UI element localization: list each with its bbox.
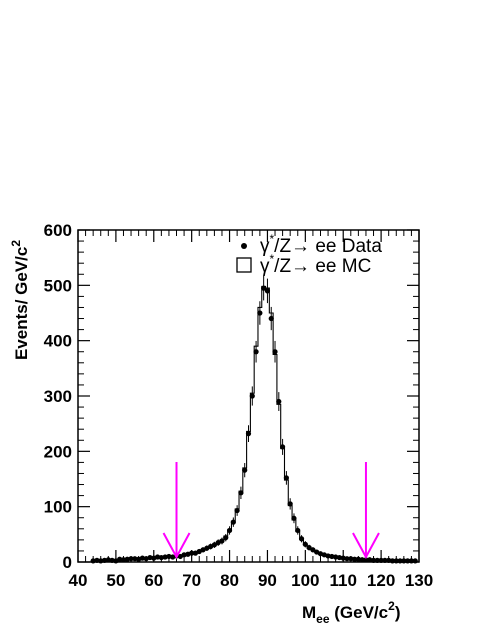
x-axis-title: Mee (GeV/c2)	[302, 599, 400, 626]
y-tick-label: 300	[44, 387, 72, 406]
x-tick-label: 60	[144, 571, 163, 590]
data-point	[249, 393, 255, 399]
data-point	[351, 556, 358, 562]
data-point	[264, 288, 271, 294]
data-point	[298, 536, 305, 542]
legend-mc-marker	[236, 257, 252, 273]
data-point	[306, 545, 312, 551]
x-axis-title-m: M	[302, 603, 316, 622]
y-tick-label: 500	[44, 276, 72, 295]
data-point	[219, 538, 225, 544]
data-point	[287, 501, 293, 507]
data-point	[378, 557, 384, 563]
data-point	[272, 349, 278, 355]
data-point	[412, 558, 418, 564]
data-point	[257, 310, 263, 316]
data-point	[261, 285, 267, 291]
data-point	[302, 541, 308, 547]
axis-ticks: 40 50 60 70 80 90 100 110 120 130 0 100 200 300 400 500…	[44, 221, 434, 590]
legend-mc-label: γ*/Z→ ee MC	[260, 252, 371, 277]
data-point	[405, 558, 411, 564]
x-tick-label: 130	[405, 571, 433, 590]
legend: γ*/Z→ ee Data γ*/Z→ ee MC	[236, 232, 382, 277]
data-point	[389, 558, 396, 564]
y-tick-label: 200	[44, 442, 72, 461]
plot-frame	[77, 229, 420, 563]
data-point	[374, 557, 380, 563]
mc-histogram	[90, 285, 418, 562]
data-point	[226, 527, 233, 534]
y-axis-title-sup: 2	[9, 240, 23, 247]
data-point	[295, 527, 301, 534]
data-point	[234, 507, 240, 514]
x-tick-label: 120	[367, 571, 395, 590]
x-tick-label: 40	[69, 571, 88, 590]
cut-arrow-head	[352, 532, 380, 560]
data-point	[344, 556, 350, 562]
data-point	[397, 558, 403, 564]
data-point	[401, 558, 407, 564]
data-point	[242, 467, 248, 473]
legend-data-label: γ*/Z→ ee Data	[260, 232, 382, 257]
x-axis-title-close: )	[395, 603, 401, 622]
y-axis-title-main: Events/ GeV/c	[12, 247, 31, 360]
data-point	[283, 475, 289, 481]
legend-mc-gamma: γ	[260, 256, 270, 277]
y-axis-title: Events/ GeV/c2	[9, 240, 31, 360]
x-tick-label: 100	[291, 571, 319, 590]
data-point	[268, 315, 274, 322]
data-point	[310, 547, 316, 553]
legend-data-star: *	[270, 232, 275, 246]
cut-arrows	[162, 462, 380, 560]
x-tick-label: 90	[258, 571, 277, 590]
data-point	[280, 444, 286, 450]
data-point	[223, 535, 229, 541]
y-tick-label: 0	[63, 553, 72, 572]
data-point	[393, 558, 399, 564]
data-points	[90, 275, 418, 564]
x-axis-title-sub: ee	[316, 612, 330, 626]
data-point	[363, 557, 369, 563]
y-tick-label: 100	[44, 498, 72, 517]
data-point	[276, 398, 282, 405]
data-point	[408, 558, 415, 564]
data-point	[245, 431, 252, 437]
legend-data-marker	[241, 243, 247, 249]
data-point	[238, 490, 244, 496]
legend-data-rest: /Z→ ee Data	[274, 236, 382, 257]
y-tick-label: 600	[44, 221, 72, 240]
data-point	[128, 556, 134, 562]
x-tick-label: 50	[106, 571, 125, 590]
data-point	[291, 515, 297, 521]
data-point	[253, 349, 259, 355]
x-axis-title-sup: 2	[388, 599, 395, 613]
legend-data-gamma: γ	[260, 236, 270, 257]
x-tick-label: 110	[330, 571, 357, 590]
mc-histogram-line	[90, 285, 418, 562]
legend-mc-rest: /Z→ ee MC	[274, 256, 371, 277]
x-axis-title-unit: (GeV/c	[330, 603, 389, 622]
legend-mc-star: *	[270, 252, 275, 266]
cut-arrow-head	[162, 532, 191, 560]
data-point	[359, 557, 365, 563]
data-point	[382, 557, 388, 563]
data-point	[370, 557, 377, 563]
data-point	[230, 519, 236, 525]
y-tick-label: 400	[44, 332, 72, 351]
x-tick-label: 80	[220, 571, 239, 590]
x-tick-label: 70	[182, 571, 201, 590]
data-point	[189, 550, 195, 556]
data-point	[211, 542, 217, 548]
